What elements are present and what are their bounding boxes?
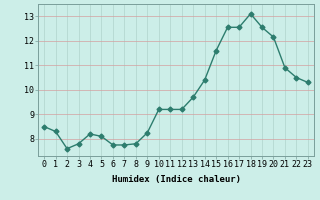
X-axis label: Humidex (Indice chaleur): Humidex (Indice chaleur): [111, 175, 241, 184]
